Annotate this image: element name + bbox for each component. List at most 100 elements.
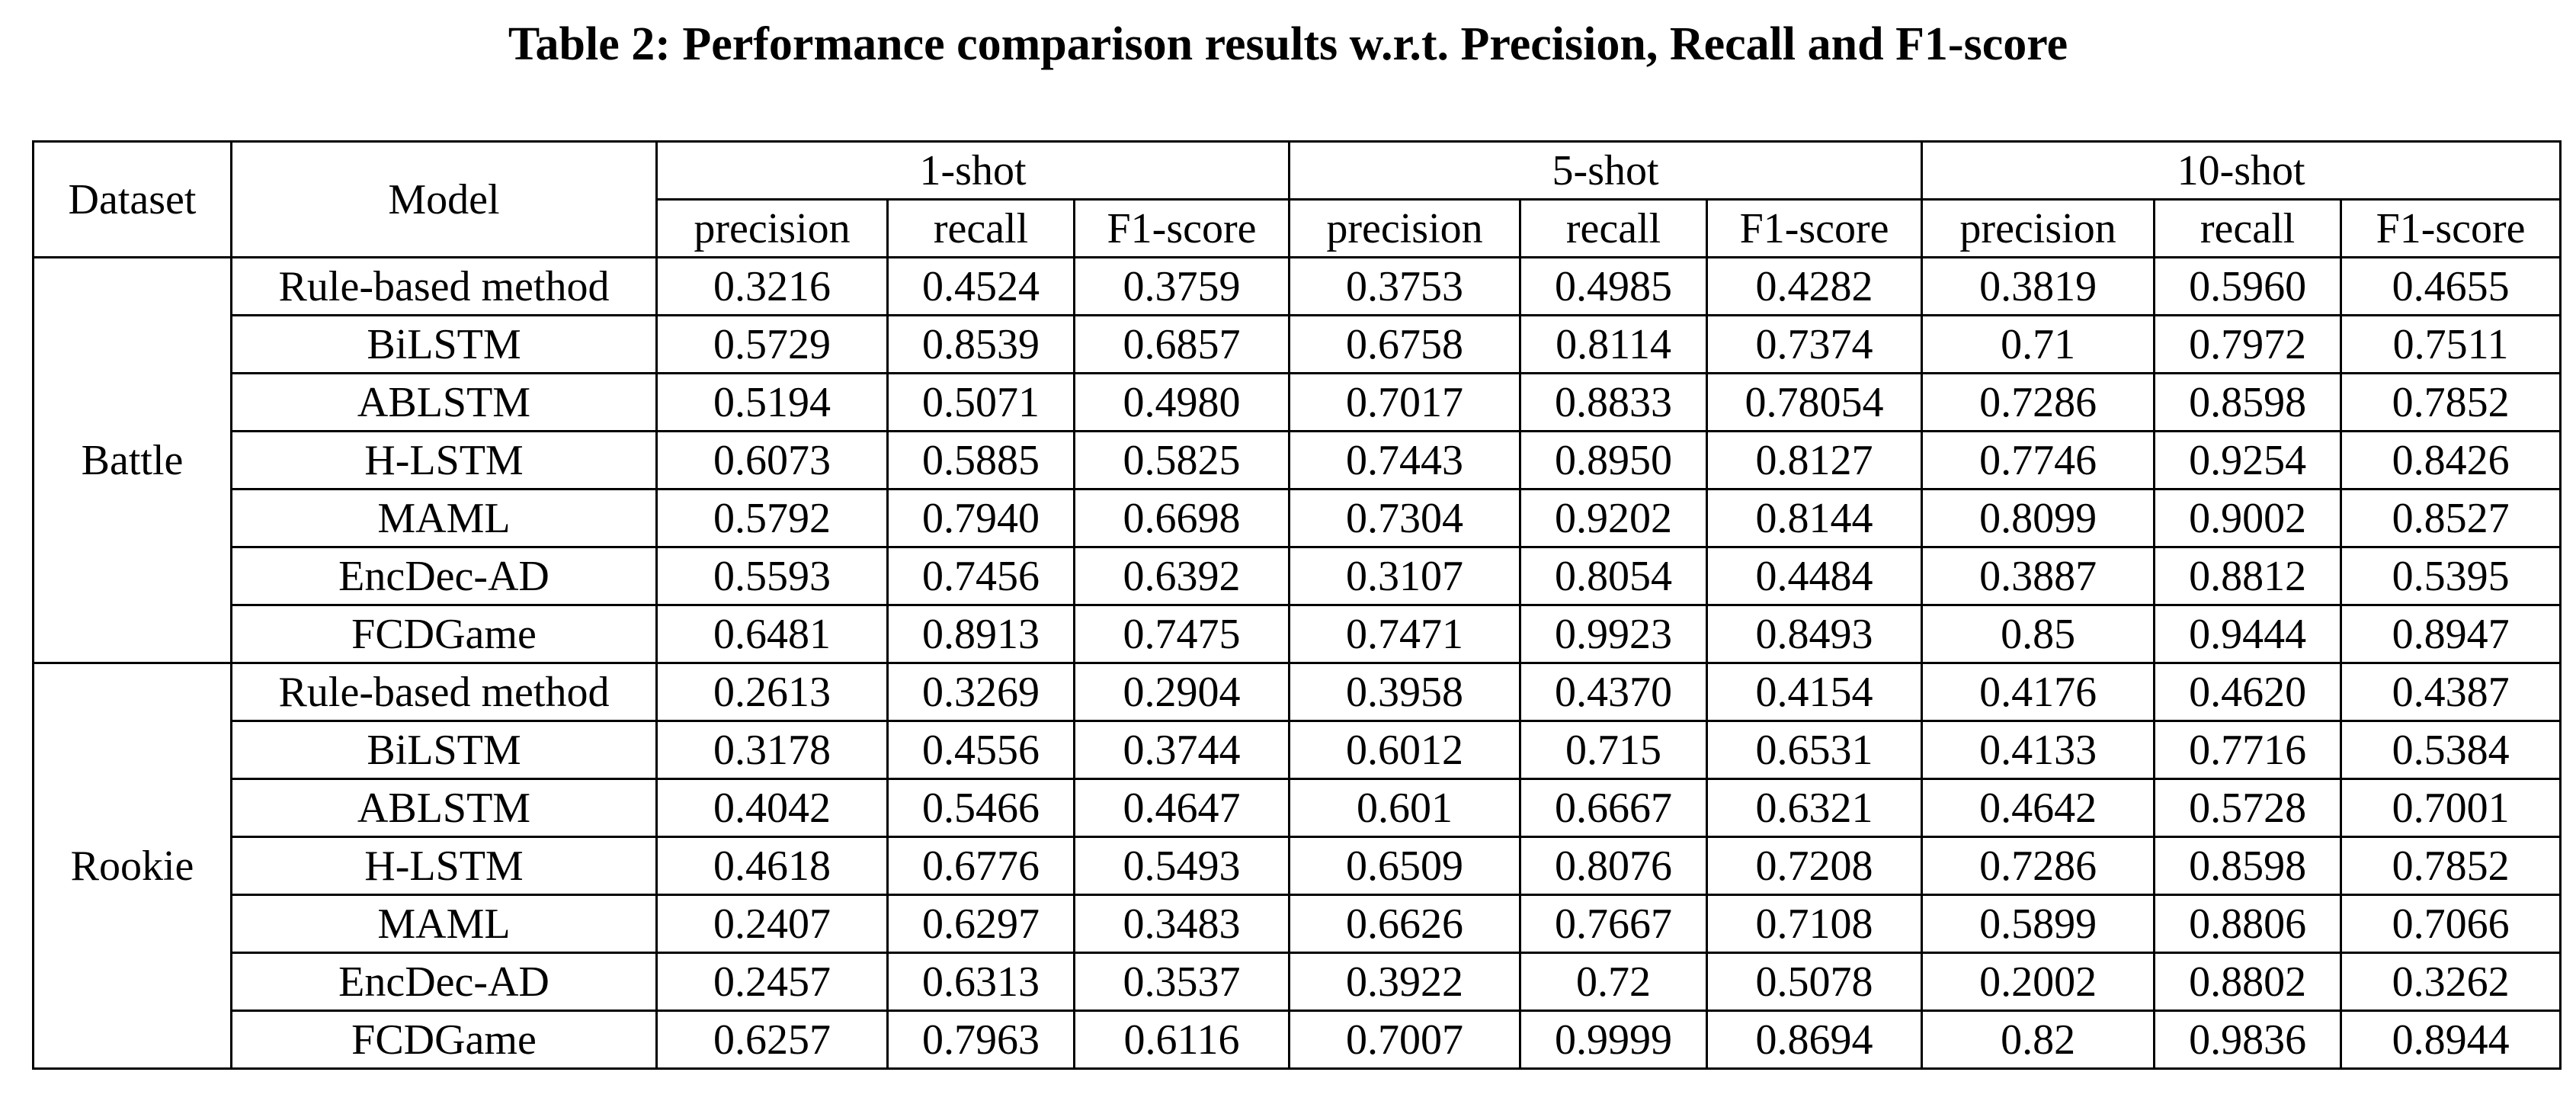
value-cell: 0.4647 [1072, 778, 1291, 838]
value-cell: 0.5960 [2153, 256, 2343, 316]
table-row: Rookie Rule-based method 0.2613 0.3269 0.290… [32, 662, 2562, 1070]
value-cell: 0.6626 [1288, 894, 1522, 954]
table-row: BiLSTM 0.5729 0.8539 0.6857 0.6758 0.8114 0.73… [34, 314, 2562, 374]
value-cell: 0.5792 [655, 488, 889, 548]
value-cell: 0.8802 [2153, 952, 2343, 1012]
value-cell: 0.5384 [2340, 720, 2562, 780]
table-caption: Table 2: Performance comparison results … [508, 18, 2068, 70]
value-cell: 0.4387 [2340, 662, 2562, 722]
value-cell: 0.7940 [886, 488, 1075, 548]
value-cell: 0.3744 [1072, 720, 1291, 780]
dataset-cell: Rookie [32, 662, 232, 1070]
value-cell: 0.8694 [1706, 1010, 1924, 1070]
value-cell: 0.7443 [1288, 430, 1522, 490]
value-cell: 0.3753 [1288, 256, 1522, 316]
value-cell: 0.7716 [2153, 720, 2343, 780]
model-cell: EncDec-AD [230, 952, 658, 1012]
model-cell: ABLSTM [230, 372, 658, 432]
header-group-10-shot: 10-shot [1921, 140, 2562, 201]
table-row: ABLSTM 0.5194 0.5071 0.4980 0.7017 0.8833 0.78… [34, 372, 2562, 432]
value-cell: 0.6257 [655, 1010, 889, 1070]
value-cell: 0.4642 [1921, 778, 2156, 838]
value-cell: 0.7286 [1921, 836, 2156, 896]
model-cell: BiLSTM [230, 314, 658, 374]
value-cell: 0.5194 [655, 372, 889, 432]
value-cell: 0.8114 [1519, 314, 1709, 374]
table-row: FCDGame 0.6481 0.8913 0.7475 0.7471 0.9923 0.8… [34, 604, 2562, 664]
value-cell: 0.5899 [1921, 894, 2156, 954]
value-cell: 0.4282 [1706, 256, 1924, 316]
value-cell: 0.5395 [2340, 546, 2562, 606]
table-row: FCDGame 0.6257 0.7963 0.6116 0.7007 0.9999 0.8… [34, 1010, 2562, 1070]
value-cell: 0.8833 [1519, 372, 1709, 432]
value-cell: 0.4556 [886, 720, 1075, 780]
value-cell: 0.9002 [2153, 488, 2343, 548]
value-cell: 0.6667 [1519, 778, 1709, 838]
value-cell: 0.7208 [1706, 836, 1924, 896]
value-cell: 0.3262 [2340, 952, 2562, 1012]
value-cell: 0.4980 [1072, 372, 1291, 432]
value-cell: 0.78054 [1706, 372, 1924, 432]
table-row: EncDec-AD 0.2457 0.6313 0.3537 0.3922 0.72 0.5… [34, 952, 2562, 1012]
value-cell: 0.8054 [1519, 546, 1709, 606]
value-cell: 0.5493 [1072, 836, 1291, 896]
value-cell: 0.6776 [886, 836, 1075, 896]
value-cell: 0.3887 [1921, 546, 2156, 606]
value-cell: 0.6012 [1288, 720, 1522, 780]
value-cell: 0.6116 [1072, 1010, 1291, 1070]
value-cell: 0.4618 [655, 836, 889, 896]
value-cell: 0.8812 [2153, 546, 2343, 606]
value-cell: 0.6297 [886, 894, 1075, 954]
value-cell: 0.7963 [886, 1010, 1075, 1070]
value-cell: 0.6531 [1706, 720, 1924, 780]
model-cell: H-LSTM [230, 430, 658, 490]
value-cell: 0.82 [1921, 1010, 2156, 1070]
value-cell: 0.4133 [1921, 720, 2156, 780]
header-f1-score: F1-score [1072, 198, 1291, 258]
value-cell: 0.7852 [2340, 836, 2562, 896]
header-dataset: Dataset [32, 140, 232, 258]
table-row: MAML 0.2407 0.6297 0.3483 0.6626 0.7667 0.7108… [34, 894, 2562, 954]
value-cell: 0.5728 [2153, 778, 2343, 838]
value-cell: 0.7667 [1519, 894, 1709, 954]
value-cell: 0.7746 [1921, 430, 2156, 490]
results-body: Battle Rule-based method 0.3216 0.4524 0.375… [32, 256, 2562, 1070]
model-cell: FCDGame [230, 1010, 658, 1070]
value-cell: 0.8493 [1706, 604, 1924, 664]
value-cell: 0.5466 [886, 778, 1075, 838]
value-cell: 0.5078 [1706, 952, 1924, 1012]
value-cell: 0.6313 [886, 952, 1075, 1012]
dataset-cell: Battle [32, 256, 232, 664]
value-cell: 0.8144 [1706, 488, 1924, 548]
value-cell: 0.9444 [2153, 604, 2343, 664]
value-cell: 0.5885 [886, 430, 1075, 490]
value-cell: 0.9923 [1519, 604, 1709, 664]
value-cell: 0.7066 [2340, 894, 2562, 954]
value-cell: 0.4370 [1519, 662, 1709, 722]
header-f1-score: F1-score [2340, 198, 2562, 258]
value-cell: 0.8426 [2340, 430, 2562, 490]
value-cell: 0.5729 [655, 314, 889, 374]
value-cell: 0.8076 [1519, 836, 1709, 896]
value-cell: 0.8913 [886, 604, 1075, 664]
value-cell: 0.7007 [1288, 1010, 1522, 1070]
value-cell: 0.9202 [1519, 488, 1709, 548]
model-cell: MAML [230, 488, 658, 548]
value-cell: 0.5071 [886, 372, 1075, 432]
table-row: H-LSTM 0.4618 0.6776 0.5493 0.6509 0.8076 0.72… [34, 836, 2562, 896]
value-cell: 0.601 [1288, 778, 1522, 838]
value-cell: 0.3958 [1288, 662, 1522, 722]
value-cell: 0.4620 [2153, 662, 2343, 722]
value-cell: 0.8950 [1519, 430, 1709, 490]
value-cell: 0.7374 [1706, 314, 1924, 374]
header-recall: recall [886, 198, 1075, 258]
value-cell: 0.8127 [1706, 430, 1924, 490]
model-cell: BiLSTM [230, 720, 658, 780]
value-cell: 0.4655 [2340, 256, 2562, 316]
header-recall: recall [2153, 198, 2343, 258]
value-cell: 0.3819 [1921, 256, 2156, 316]
value-cell: 0.8944 [2340, 1010, 2562, 1070]
value-cell: 0.7456 [886, 546, 1075, 606]
value-cell: 0.8099 [1921, 488, 2156, 548]
model-cell: MAML [230, 894, 658, 954]
